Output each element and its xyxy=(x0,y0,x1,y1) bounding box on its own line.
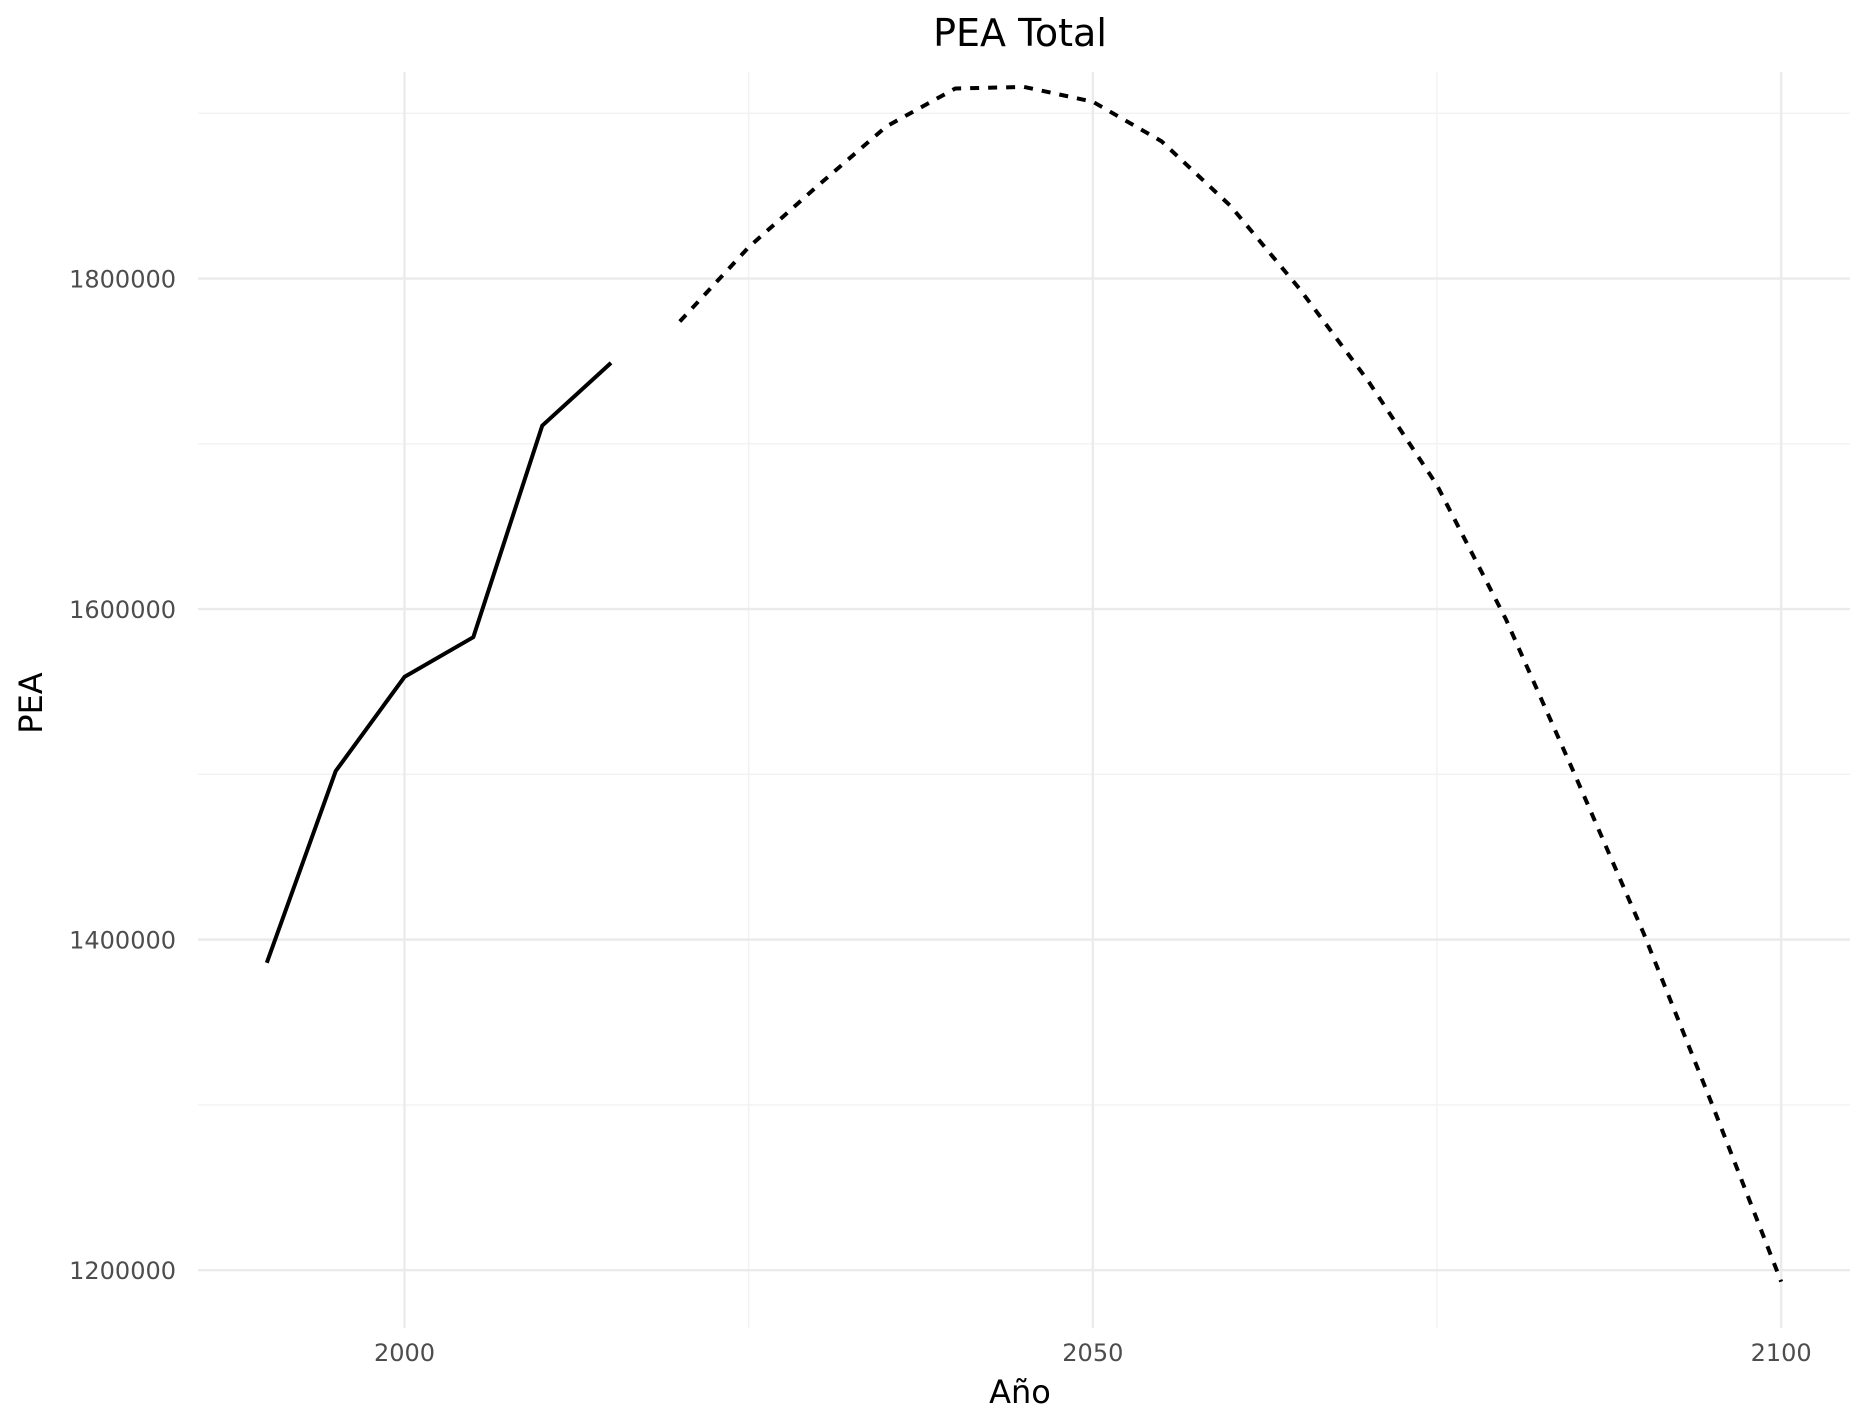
y-tick-label: 1800000 xyxy=(69,266,176,294)
y-tick-label: 1200000 xyxy=(69,1257,176,1285)
x-axis-title: Año xyxy=(989,1373,1051,1411)
series-layer xyxy=(264,84,1784,1283)
y-tick-label: 1600000 xyxy=(69,596,176,624)
y-axis-title: PEA xyxy=(12,672,50,734)
grid xyxy=(198,72,1850,1328)
observed-series-line xyxy=(264,361,613,964)
x-tick-label: 2000 xyxy=(374,1339,435,1367)
tick-labels: 2000 2050 2100 1200000 1400000 1600000 1800000 xyxy=(69,266,1812,1367)
chart-title: PEA Total xyxy=(933,11,1107,55)
x-tick-label: 2100 xyxy=(1751,1339,1812,1367)
projected-series-line xyxy=(678,84,1784,1283)
y-tick-label: 1400000 xyxy=(69,927,176,955)
x-tick-label: 2050 xyxy=(1062,1339,1123,1367)
